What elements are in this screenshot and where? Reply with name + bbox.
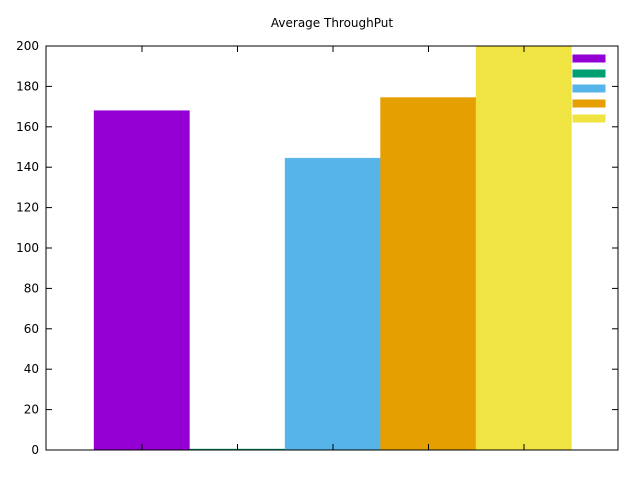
legend-swatch-4 [572,99,606,108]
bar-3 [284,157,381,451]
y-tick-label: 120 [16,201,39,215]
bar-1 [93,110,190,451]
legend-swatch-3 [572,84,606,93]
y-tick-label: 60 [24,322,39,336]
bar-5 [475,45,572,451]
y-tick-label: 80 [24,281,39,295]
chart-title: Average ThroughPut [271,16,393,30]
y-axis: 0 20 40 60 80 100 120 140 160 180 200 [16,39,618,457]
y-tick-label: 0 [31,443,39,457]
y-tick-label: 200 [16,39,39,53]
y-tick-label: 140 [16,160,39,174]
y-tick-label: 100 [16,241,39,255]
y-tick-label: 40 [24,362,39,376]
y-tick-label: 160 [16,120,39,134]
x-axis [141,46,525,450]
y-tick-label: 180 [16,79,39,93]
bar-4 [380,97,477,451]
legend [572,54,606,123]
legend-swatch-5 [572,114,606,123]
legend-swatch-2 [572,69,606,78]
legend-swatch-1 [572,54,606,63]
y-tick-label: 20 [24,403,39,417]
bars-group [93,45,572,451]
